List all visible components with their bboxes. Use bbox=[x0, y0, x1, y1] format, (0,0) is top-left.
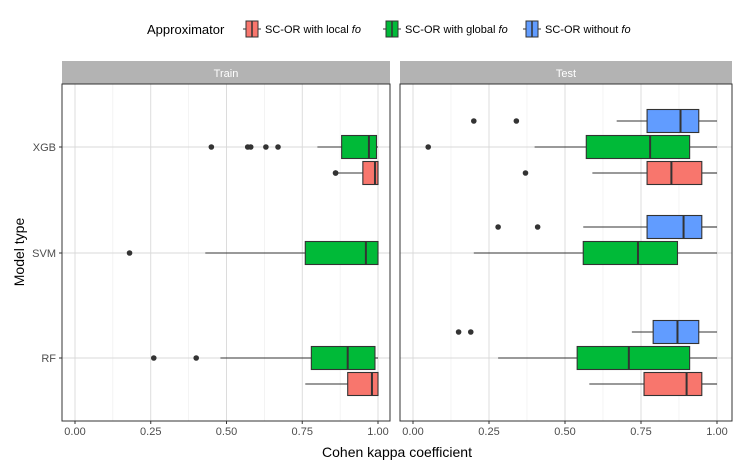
box bbox=[585, 134, 691, 160]
x-axis-title: Cohen kappa coefficient bbox=[322, 444, 472, 460]
panel-title: Train bbox=[214, 68, 239, 80]
legend-label-text: SC-OR with global bbox=[405, 24, 499, 36]
x-tick-label: 0.75 bbox=[630, 426, 651, 438]
legend-label-text: SC-OR with local bbox=[265, 24, 352, 36]
outlier-point bbox=[425, 144, 432, 150]
outlier-point bbox=[513, 118, 520, 124]
boxplot bbox=[473, 240, 717, 266]
outlier-point bbox=[126, 250, 133, 256]
boxplot bbox=[332, 160, 379, 186]
outlier-point bbox=[534, 224, 541, 230]
x-tick-label: 0.50 bbox=[554, 426, 575, 438]
outlier-point bbox=[263, 144, 269, 150]
legend-item: SC-OR with local fo bbox=[243, 20, 361, 38]
box bbox=[341, 134, 378, 160]
legend-label: SC-OR without fo bbox=[545, 24, 631, 36]
outlier-point bbox=[471, 118, 477, 124]
outlier-point bbox=[208, 144, 215, 150]
panel-title: Test bbox=[556, 68, 576, 80]
box bbox=[347, 371, 379, 397]
boxplot bbox=[498, 345, 717, 371]
box bbox=[310, 345, 376, 371]
boxplot bbox=[208, 134, 378, 160]
outlier-point bbox=[455, 329, 462, 335]
y-tick-label: RF bbox=[41, 353, 56, 365]
y-axis-title: Model type bbox=[11, 218, 27, 287]
outlier-point bbox=[193, 355, 199, 361]
box bbox=[646, 160, 703, 186]
legend-label-italic: fo bbox=[499, 24, 508, 36]
y-tick-label: SVM bbox=[32, 248, 56, 260]
box bbox=[643, 371, 703, 397]
outlier-point bbox=[495, 224, 501, 230]
boxplot bbox=[126, 240, 379, 266]
x-tick-label: 1.00 bbox=[367, 426, 388, 438]
x-tick-label: 0.00 bbox=[402, 426, 423, 438]
x-tick-label: 0.50 bbox=[216, 426, 237, 438]
box bbox=[576, 345, 691, 371]
boxplot bbox=[305, 371, 379, 397]
legend-label-italic: fo bbox=[621, 24, 630, 36]
outlier-point bbox=[332, 170, 339, 176]
legend-label: SC-OR with local fo bbox=[265, 24, 361, 36]
legend-label-italic: fo bbox=[352, 24, 361, 36]
x-tick-label: 0.00 bbox=[64, 426, 85, 438]
panel-strip bbox=[400, 61, 732, 84]
boxplot bbox=[589, 371, 717, 397]
boxplot bbox=[522, 160, 717, 186]
x-tick-label: 0.25 bbox=[140, 426, 161, 438]
panel-border bbox=[399, 83, 733, 422]
x-tick-label: 0.75 bbox=[292, 426, 313, 438]
legend-label-text: SC-OR without bbox=[545, 24, 621, 36]
box bbox=[652, 319, 700, 345]
box bbox=[646, 214, 703, 240]
boxplot bbox=[471, 108, 717, 134]
legend: Approximator SC-OR with local fo SC-OR wit… bbox=[147, 20, 631, 38]
boxplot bbox=[425, 134, 717, 160]
panel-strip bbox=[62, 61, 390, 84]
legend-item: SC-OR without fo bbox=[523, 20, 631, 38]
boxplot bbox=[455, 319, 717, 345]
y-tick-label: XGB bbox=[33, 142, 56, 154]
box bbox=[304, 240, 379, 266]
outlier-point bbox=[275, 144, 281, 150]
box bbox=[646, 108, 700, 134]
legend-title: Approximator bbox=[147, 22, 225, 37]
panel-train: Train 0.00 0.25 0.50 0.75 1.00 bbox=[61, 61, 391, 438]
outlier-point bbox=[467, 329, 474, 335]
legend-item: SC-OR with global fo bbox=[383, 20, 508, 38]
outlier-point bbox=[247, 144, 254, 150]
legend-label: SC-OR with global fo bbox=[405, 24, 508, 36]
boxplot bbox=[150, 345, 378, 371]
outlier-point bbox=[150, 355, 157, 361]
outlier-point bbox=[522, 170, 529, 176]
boxplot bbox=[495, 214, 717, 240]
box bbox=[582, 240, 679, 266]
x-tick-label: 1.00 bbox=[706, 426, 727, 438]
panel-test: Test 0.00 0.25 0.50 0.75 1.00 bbox=[399, 61, 733, 438]
x-tick-label: 0.25 bbox=[478, 426, 499, 438]
